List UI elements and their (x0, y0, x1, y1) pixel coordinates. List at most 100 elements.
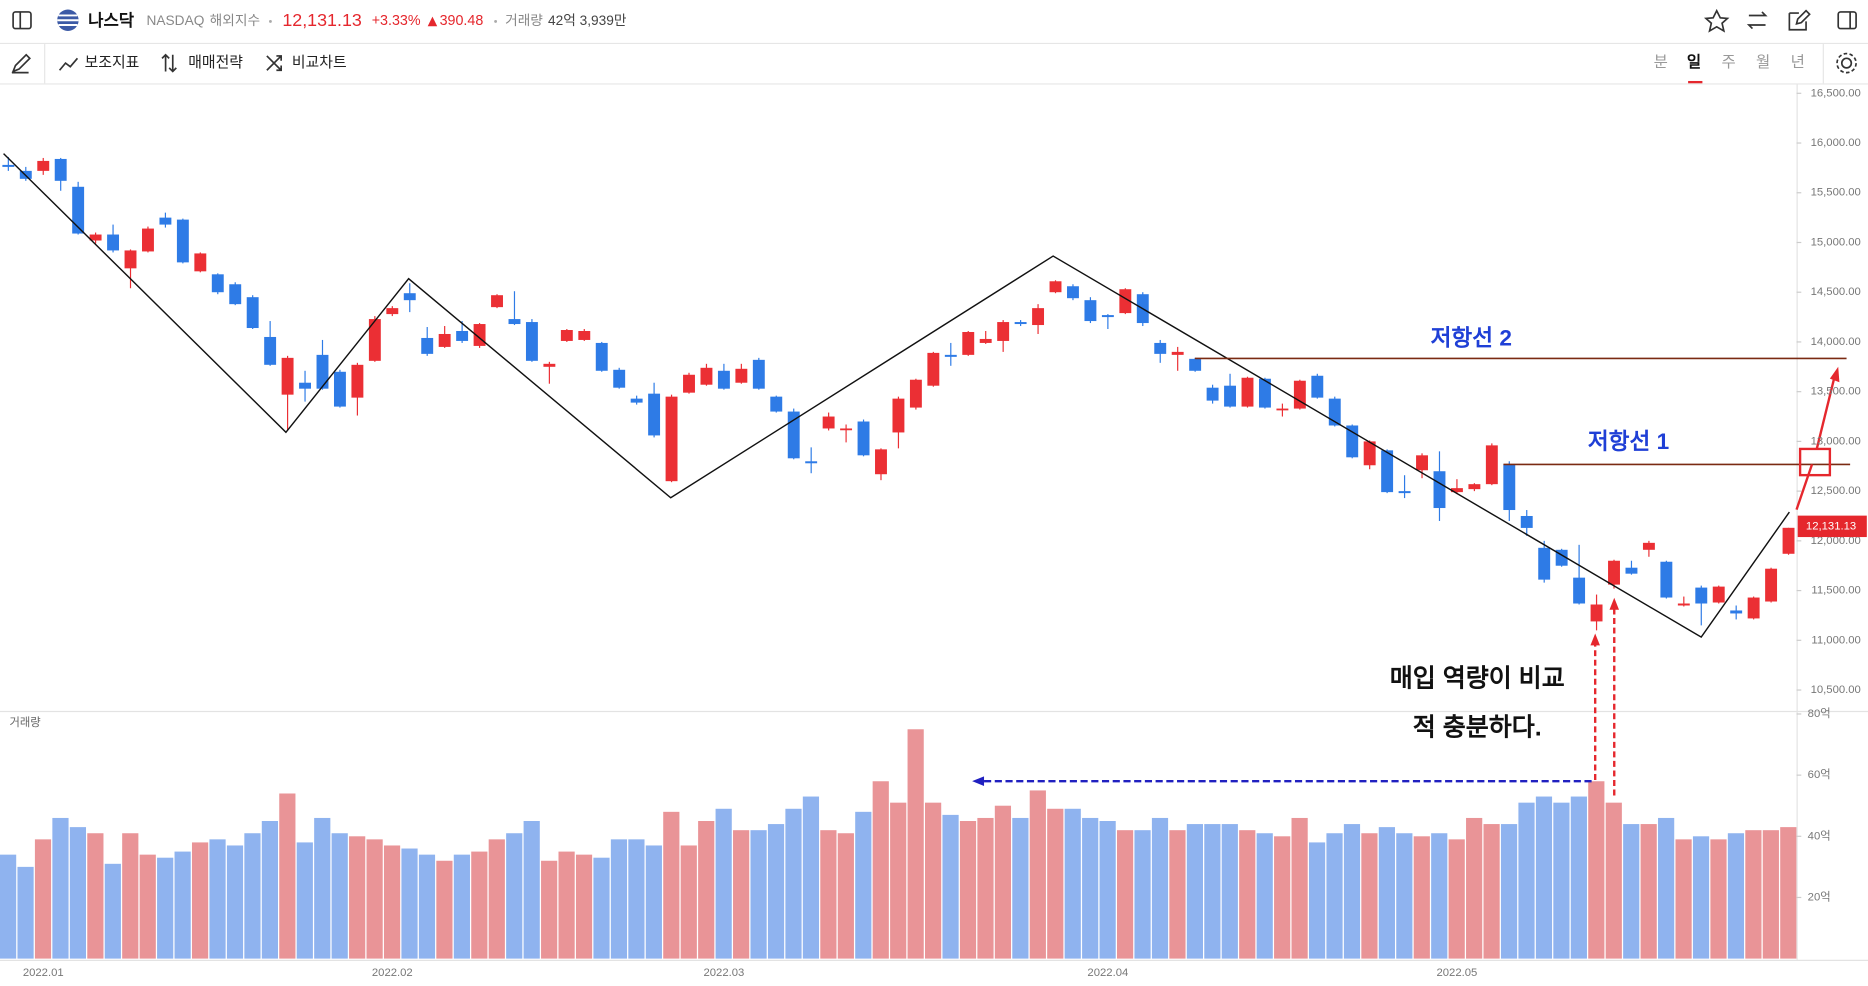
candle-body (665, 396, 678, 482)
volume-bar (1204, 824, 1221, 959)
candle-body (909, 379, 922, 408)
volume-bar (680, 845, 697, 959)
volume-bar (1116, 830, 1134, 959)
y-tick-label: 11,000.00 (1811, 634, 1860, 646)
volume-bar (925, 802, 942, 959)
volume-bar (453, 854, 470, 959)
indicator-button[interactable]: 보조지표 (85, 54, 140, 71)
candle-body (1067, 286, 1079, 299)
candle-body (1677, 603, 1690, 606)
candle-body (752, 359, 765, 389)
candle-body (89, 234, 102, 241)
candle-body (1538, 547, 1551, 580)
volume-bar (314, 817, 331, 959)
volume-bar (1535, 796, 1553, 959)
volume-bar (1745, 830, 1762, 959)
volume-bar (1588, 781, 1605, 959)
volume-bar (87, 833, 104, 959)
candle-body (1573, 577, 1586, 604)
draw-tool[interactable] (11, 53, 31, 74)
candle-body (630, 398, 643, 403)
settings-button[interactable] (1840, 57, 1853, 69)
compare-button[interactable]: 비교차트 (292, 54, 347, 71)
breakout-box (1798, 447, 1832, 477)
period-tab[interactable]: 일 (1687, 53, 1701, 71)
breakout-arrow-1 (1795, 464, 1814, 511)
compare-icon (266, 55, 282, 72)
candle-body (316, 354, 329, 389)
candle-body (979, 338, 992, 343)
candle-body (1660, 561, 1673, 598)
volume-bar (436, 860, 453, 959)
panel-toggle[interactable] (1837, 11, 1857, 30)
x-tick-label: 2022.05 (1437, 967, 1478, 979)
candle-body (1608, 560, 1620, 585)
volume-bar (1762, 830, 1779, 959)
settings-gear (1836, 52, 1857, 74)
price-tag-label: 12,131.13 (1806, 520, 1856, 532)
candle-body (543, 363, 556, 367)
arrow-head (972, 776, 985, 786)
volume-bar (541, 860, 558, 959)
y-tick-label: 14,000.00 (1811, 336, 1861, 348)
candle-body (1730, 610, 1743, 614)
edit-button[interactable] (1788, 9, 1811, 31)
candle-body (944, 354, 957, 357)
volume-bar (506, 833, 523, 959)
volume-bar (1727, 833, 1745, 959)
candle-body (176, 219, 189, 263)
volume-bar (698, 821, 715, 959)
volume-bar (366, 839, 383, 959)
candle-body (1032, 308, 1045, 326)
candle-body (351, 364, 364, 398)
volume-label: 거래량 (505, 13, 543, 28)
volume-bar (1431, 833, 1448, 959)
header-bar: 나스닥 NASDAQ 해외지수 12,131.13 +3.33% 390.48 … (12, 8, 1857, 33)
volume-bar (52, 817, 69, 959)
candle-body (648, 393, 661, 436)
volume-bar (488, 839, 505, 959)
candle-body (560, 330, 573, 341)
candle-body (578, 331, 591, 340)
volume-bar (244, 833, 261, 959)
period-tab[interactable]: 년 (1791, 53, 1805, 71)
volume-bar (1134, 830, 1151, 959)
volume-bar (715, 808, 732, 959)
candle-body (1782, 527, 1795, 554)
favorite-button[interactable] (1703, 8, 1730, 33)
period-tab[interactable]: 주 (1721, 54, 1735, 71)
volume-bar (1099, 821, 1116, 959)
strategy-button[interactable]: 매매전략 (188, 54, 243, 71)
volume-bar (1169, 830, 1186, 959)
volume-bar (767, 824, 785, 959)
volume-bar (890, 802, 907, 959)
candle-body (840, 428, 853, 431)
y-tick-label: 12,500.00 (1811, 485, 1861, 497)
candle-body (159, 217, 172, 225)
candle-body (438, 333, 451, 347)
volume-bar (383, 845, 401, 959)
candle-body (508, 319, 521, 325)
trend-zigzag (3, 153, 1790, 639)
volume-bar (226, 845, 244, 959)
arrow-head (1590, 633, 1600, 646)
volume-bar (907, 729, 924, 959)
period-tab[interactable]: 분 (1654, 54, 1668, 71)
volume-bar (785, 808, 802, 959)
volume-tick-label: 20억 (1808, 890, 1831, 903)
volume-bar (802, 796, 820, 959)
note-line-1: 매입 역량이 비교 (1390, 665, 1565, 693)
candle-body (1503, 464, 1516, 511)
candle-body (124, 250, 137, 269)
volume-bar (1518, 802, 1535, 959)
candle-body (1520, 515, 1533, 528)
candle-body (613, 369, 626, 388)
candle-body (1189, 358, 1202, 371)
y-tick-label: 14,500.00 (1811, 286, 1861, 298)
sidebar-toggle[interactable] (12, 11, 32, 30)
swap-button[interactable] (1746, 11, 1768, 30)
candle-body (1625, 567, 1638, 574)
period-tab[interactable]: 월 (1756, 53, 1770, 71)
volume-bar (1448, 839, 1465, 959)
